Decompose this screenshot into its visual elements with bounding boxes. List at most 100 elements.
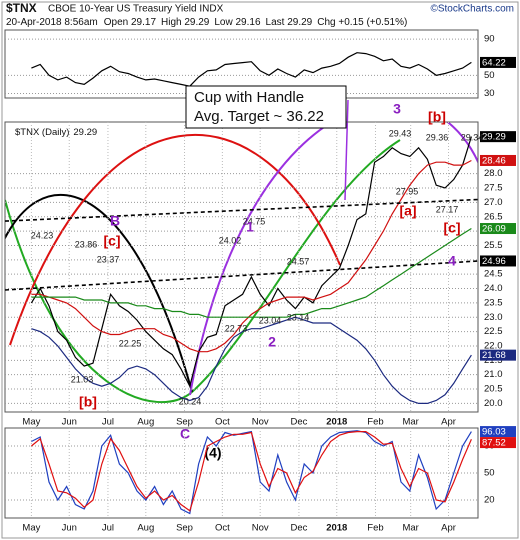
series-line (4, 260, 479, 291)
value-label: 28.46 (482, 155, 506, 166)
annotation: 22.25 (119, 338, 142, 348)
value-label-box (480, 154, 516, 166)
annotation: 29.36 (426, 132, 449, 142)
y-tick-label: 24.5 (484, 269, 503, 280)
x-tick-label: Dec (290, 417, 307, 428)
value-label-box (480, 426, 516, 438)
cycle-arc (9, 133, 341, 346)
value-label-box (480, 437, 516, 449)
annotation: 23.37 (97, 254, 120, 264)
x-tick-label: Aug (137, 523, 154, 534)
x-tick-label: Sep (176, 417, 193, 428)
annotation: C (180, 426, 190, 442)
series-line (31, 52, 472, 87)
date: 20-Apr-2018 8:56am (6, 17, 98, 28)
series-line (4, 198, 479, 222)
callout-pointer (344, 99, 349, 201)
data-layer: 90503064.2220.020.521.021.522.022.523.02… (4, 34, 516, 534)
value-label-box (480, 131, 516, 143)
callout-box (185, 85, 347, 129)
y-tick-label: 22.0 (484, 340, 503, 351)
value-label: 24.96 (482, 256, 506, 267)
value-label: 64.22 (482, 57, 506, 68)
quote: Chg +0.15 (+0.51%) (317, 17, 407, 28)
annotation: [c] (443, 220, 460, 236)
annotation: 29.34 (461, 132, 484, 142)
callout-text: Cup with Handle (194, 89, 304, 106)
x-tick-label: Apr (441, 417, 456, 428)
annotation: (4) (204, 445, 221, 461)
callout-text: Avg. Target ~ 36.22 (194, 108, 324, 125)
value-label-box (480, 255, 516, 267)
y-tick-label: 50 (484, 70, 495, 81)
y-tick-label: 24.0 (484, 283, 503, 294)
x-tick-label: Jul (102, 523, 114, 534)
x-tick-label: Jun (62, 523, 77, 534)
annotation: 1 (246, 219, 254, 235)
x-tick-label: Nov (252, 523, 269, 534)
y-tick-label: 25.5 (484, 240, 503, 251)
x-tick-label: Jul (102, 417, 114, 428)
y-tick-label: 23.0 (484, 312, 503, 323)
annotation: 23.04 (259, 315, 282, 325)
x-tick-label: Mar (402, 417, 418, 428)
annotation: 24.75 (243, 216, 266, 226)
y-tick-label: 90 (484, 34, 495, 45)
x-tick-label: Jun (62, 417, 77, 428)
annotation: 2 (268, 334, 276, 350)
annotation: 3 (393, 101, 401, 117)
annotation: 24.23 (31, 230, 54, 240)
value-label: 87.52 (482, 438, 506, 449)
annotation: 23.86 (75, 239, 98, 249)
y-tick-label: 30 (484, 88, 495, 99)
value-label-box (480, 349, 516, 361)
x-tick-label: Dec (290, 523, 307, 534)
annotation: 23.14 (287, 312, 310, 322)
y-tick-label: 50 (484, 468, 495, 479)
cycle-arc (5, 194, 193, 393)
y-tick-label: 22.5 (484, 326, 503, 337)
y-tick-label: 27.5 (484, 183, 503, 194)
source: ©StockCharts.com (430, 4, 514, 15)
symbol: $TNX (6, 1, 37, 15)
x-tick-label: Feb (367, 523, 383, 534)
series-line (31, 430, 472, 515)
x-tick-label: Mar (402, 523, 418, 534)
legend-title: $TNX (Daily) (15, 127, 69, 138)
series-line (31, 227, 472, 318)
value-label-box (480, 223, 516, 235)
quote: High 29.29 (161, 17, 210, 28)
annotation: 20.24 (179, 396, 202, 406)
y-tick-label: 27.0 (484, 197, 503, 208)
annotation: 21.03 (71, 374, 94, 384)
legend-value: 29.29 (73, 127, 97, 138)
series-line (30, 136, 472, 388)
annotation: B (110, 213, 120, 229)
y-tick-label: 21.0 (484, 369, 503, 380)
x-tick-label: May (22, 417, 40, 428)
x-tick-label: 2018 (326, 523, 347, 534)
annotation: [a] (399, 203, 416, 219)
annotation: 22.73 (225, 323, 248, 333)
x-tick-label: Aug (137, 417, 154, 428)
x-tick-label: May (22, 523, 40, 534)
x-tick-label: Sep (176, 523, 193, 534)
value-label: 21.68 (482, 350, 506, 361)
quote-line: 20-Apr-2018 8:56am Open 29.17 High 29.29 Lo… (6, 17, 407, 28)
instrument-name: CBOE 10-Year US Treasury Yield INDX (48, 4, 224, 15)
quote: Low 29.16 (214, 17, 261, 28)
annotation: [b] (428, 109, 446, 125)
series-line (31, 159, 472, 353)
x-tick-label: Oct (215, 523, 230, 534)
y-tick-label: 23.5 (484, 297, 503, 308)
annotation: 24.57 (287, 256, 310, 266)
y-tick-label: 20 (484, 495, 495, 506)
y-tick-label: 20.5 (484, 384, 503, 395)
y-tick-label: 28.0 (484, 168, 503, 179)
series-line (31, 316, 472, 404)
legend: $TNX (Daily) 29.29 (15, 127, 97, 138)
value-label-box (480, 56, 516, 68)
overlay: Cup with Handle Avg. Target ~ 36.22 (185, 85, 347, 129)
